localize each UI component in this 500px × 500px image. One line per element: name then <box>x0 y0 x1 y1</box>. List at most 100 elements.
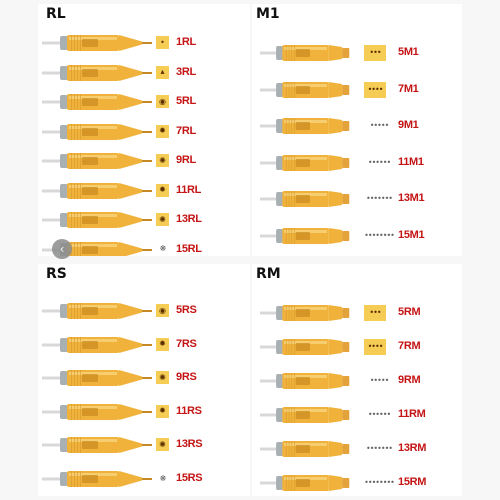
needle-grouping-icon: ••••••• <box>365 444 393 453</box>
needle-grouping-icon: •••• <box>364 339 386 355</box>
needle-size-label: 3RL <box>176 65 196 78</box>
needle-size-label: 9RS <box>176 371 197 384</box>
needle-cartridge-image <box>42 437 152 454</box>
needle-cartridge-image <box>42 403 152 420</box>
cartridge-row: ✹ 11RS <box>38 401 250 423</box>
needle-bar <box>42 309 62 313</box>
needle-cartridge-image <box>260 475 350 491</box>
cartridge-row: ▴ 3RL <box>38 62 250 84</box>
needle-cartridge-image <box>260 339 350 355</box>
grip-cap <box>276 476 284 490</box>
needle-grouping-icon: ❋ <box>159 244 167 253</box>
needle-cartridge-image <box>42 471 152 487</box>
needle-cartridge-image <box>42 370 152 387</box>
needle-grouping-icon: ❋ <box>159 473 167 483</box>
needle-bar <box>42 477 62 481</box>
needle-bar <box>42 410 62 414</box>
needle-size-label: 9RM <box>398 374 421 386</box>
needle-bar <box>260 51 278 55</box>
cartridge-row: ✺ 9RL <box>38 150 250 172</box>
cartridge-tip <box>119 403 142 420</box>
cartridge-tip <box>328 191 343 207</box>
needle-size-label: 15RL <box>176 242 202 255</box>
cartridge-row: ❋ 15RL <box>38 239 250 256</box>
needle-bar <box>260 413 278 417</box>
needle-grouping-icon: ••••••• <box>365 194 393 203</box>
cartridge-tip <box>119 94 142 110</box>
needle-cartridge-image <box>42 241 152 256</box>
needle-size-label: 1RL <box>176 36 196 48</box>
grip-cap <box>60 213 68 227</box>
panel-title: M1 <box>256 6 280 22</box>
needle-grouping-icon: ✹ <box>156 183 169 197</box>
needle-cartridge-image <box>42 94 152 110</box>
needle-size-label: 11RL <box>176 183 202 196</box>
cartridge-tip <box>119 437 142 454</box>
needle-cartridge-image <box>42 303 152 319</box>
grip-cap <box>276 82 284 97</box>
needle-size-label: 5M1 <box>398 46 419 58</box>
cartridge-tip <box>119 336 142 353</box>
needle-bar <box>260 379 278 383</box>
needle-grouping-icon: •••••• <box>367 410 391 419</box>
cartridge-tip <box>119 241 142 256</box>
needle-bar <box>260 447 278 451</box>
needle-cartridge-image <box>260 407 350 423</box>
needle-size-label: 11RS <box>176 404 202 417</box>
needle-grouping-icon: •••• <box>364 81 386 98</box>
needle-bar <box>42 343 62 347</box>
grip-cap <box>60 65 68 80</box>
grip-cap <box>276 46 284 60</box>
needle-grouping-icon: ••• <box>364 305 386 321</box>
cartridge-tip <box>328 227 343 244</box>
cartridge-row: •••••••• 15RM <box>252 472 462 494</box>
grip-cap <box>276 119 284 133</box>
needle-size-label: 9M1 <box>398 119 419 131</box>
needle-size-label: 9RL <box>176 154 196 166</box>
needle-size-label: 7M1 <box>398 82 419 95</box>
needle-bar <box>42 376 62 380</box>
needle-cartridge-image <box>42 336 152 353</box>
needle-size-label: 13RM <box>398 442 427 454</box>
needle-grouping-icon: ✺ <box>156 213 169 226</box>
cartridge-row: ••• 5M1 <box>252 42 462 64</box>
needle-cartridge-image <box>42 212 152 228</box>
grip-cap <box>60 95 68 109</box>
panel-rl: RL • 1RL ▴ 3RL ◉ 5RL ✹ 7RL ✺ 9RL ✹ 11RL ✺ 13RL ❋ 15RL <box>38 4 250 256</box>
needle-size-label: 7RL <box>176 124 196 137</box>
needle-cartridge-image <box>42 35 152 51</box>
needle-grouping-icon: •••••••• <box>364 478 395 487</box>
cartridge-row: •••• 7M1 <box>252 79 462 101</box>
cartridge-tip <box>119 123 142 140</box>
needle-cartridge-image <box>260 441 350 457</box>
cartridge-tip <box>328 475 343 491</box>
needle-bar <box>42 100 62 104</box>
grip-cap <box>60 124 68 139</box>
needle-bar <box>42 130 62 133</box>
cartridge-row: ••••••• 13M1 <box>252 188 462 210</box>
needle-bar <box>42 189 62 192</box>
needle-size-label: 15RM <box>398 476 427 488</box>
grip-cap <box>276 442 284 456</box>
cartridge-row: ✹ 11RL <box>38 180 250 202</box>
needle-bar <box>260 197 278 201</box>
needle-cartridge-image <box>42 64 152 81</box>
needle-grouping-icon: •••••••• <box>364 230 395 240</box>
needle-size-label: 13M1 <box>398 192 425 204</box>
needle-grouping-icon: ✺ <box>156 371 169 385</box>
needle-cartridge-image <box>260 81 350 98</box>
cartridge-row: ✹ 7RS <box>38 334 250 356</box>
needle-cartridge-image <box>260 373 350 389</box>
grip-cap <box>276 340 284 354</box>
needle-cartridge-image <box>260 227 350 244</box>
cartridge-tip <box>328 407 343 423</box>
cartridge-row: ••••••• 13RM <box>252 438 462 460</box>
panel-title: RS <box>46 266 67 282</box>
needle-size-label: 11M1 <box>398 155 424 168</box>
needle-size-label: 5RM <box>398 306 421 318</box>
grip-cap <box>60 183 68 198</box>
grip-cap <box>276 374 284 388</box>
cartridge-row: ◉ 5RS <box>38 300 250 322</box>
grip-cap <box>276 192 284 206</box>
left-arrow-icon[interactable]: ‹ <box>52 239 72 259</box>
